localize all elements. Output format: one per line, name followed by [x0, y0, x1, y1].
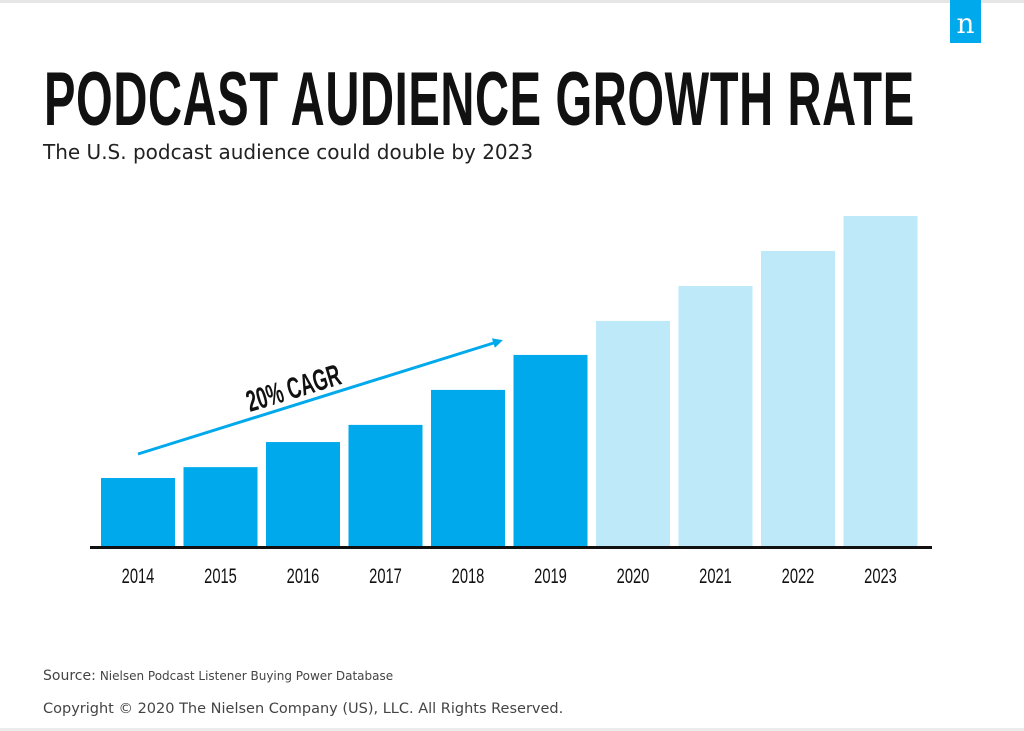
top-border	[0, 0, 1024, 3]
x-tick-label: 2017	[369, 564, 402, 587]
bar-2014	[101, 478, 175, 546]
x-tick-label: 2014	[122, 564, 155, 587]
source-label: Source:	[43, 668, 96, 684]
source-value: Nielsen Podcast Listener Buying Power Da…	[99, 669, 394, 683]
bar-2018	[431, 389, 505, 546]
bar-2016	[266, 442, 340, 546]
nielsen-logo: n	[950, 0, 981, 43]
bar-2022	[761, 250, 835, 547]
bar-2017	[348, 424, 423, 546]
x-tick-label: 2023	[864, 564, 897, 587]
bar-2015	[183, 467, 258, 546]
x-tick-label: 2018	[452, 564, 485, 587]
chart-subtitle: The U.S. podcast audience could double b…	[43, 140, 534, 164]
x-tick-label: 2016	[287, 564, 320, 587]
source-note: Source: Nielsen Podcast Listener Buying P…	[43, 668, 393, 684]
x-tick-label: 2019	[534, 564, 567, 587]
cagr-annotation: 20% CAGR	[242, 358, 345, 419]
x-tick-label: 2020	[617, 564, 650, 587]
bar-2021	[678, 285, 753, 546]
bar-2020	[596, 320, 670, 546]
chart-title: PODCAST AUDIENCE GROWTH RATE	[44, 57, 915, 142]
x-tick-label: 2022	[782, 564, 815, 587]
copyright: Copyright © 2020 The Nielsen Company (US…	[43, 701, 564, 717]
bar-2019	[513, 354, 588, 546]
bar-2023	[843, 216, 918, 546]
x-tick-label: 2021	[699, 564, 732, 587]
cagr-arrow	[137, 338, 503, 456]
bottom-border	[0, 728, 1024, 731]
x-tick-label: 2015	[204, 564, 237, 587]
